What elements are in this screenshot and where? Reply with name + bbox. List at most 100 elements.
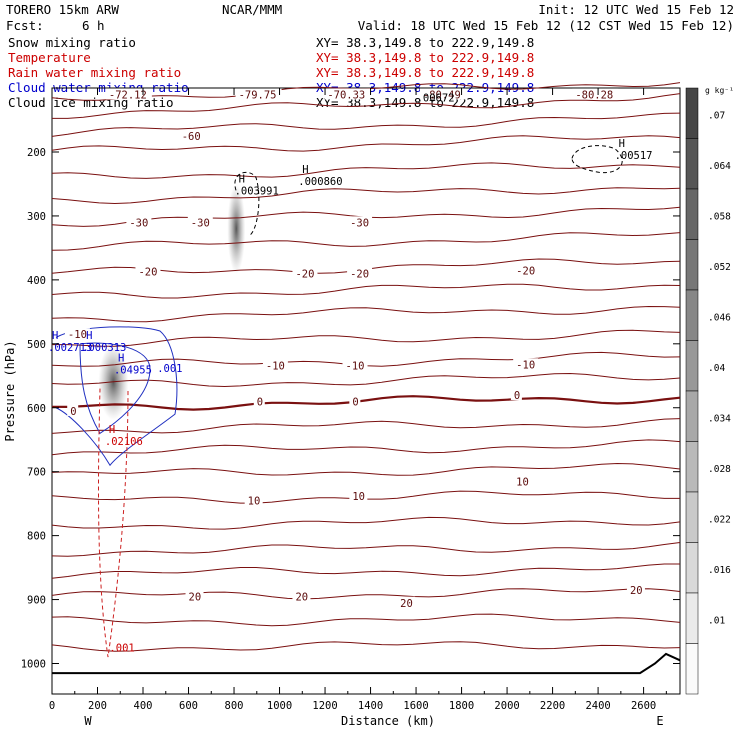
label-mask — [572, 88, 619, 100]
high-marker: H — [619, 138, 625, 150]
y-axis-label: Pressure (hPa) — [3, 340, 17, 441]
isotherm — [51, 135, 681, 152]
extremum-value: .00672 — [417, 93, 455, 105]
plot-frame — [51, 87, 681, 695]
x-tick-label: 400 — [134, 700, 153, 712]
isotherm — [52, 93, 681, 119]
colorbar-cell — [685, 491, 699, 543]
label-mask — [185, 590, 204, 602]
colorbar-label: .064 — [708, 161, 731, 172]
colorbar-label: .034 — [708, 413, 731, 424]
snow-shading — [98, 183, 246, 421]
y-tick-label: 800 — [27, 531, 46, 543]
label-mask — [513, 358, 539, 370]
x-tick-label: 2000 — [494, 700, 519, 712]
colorbar-label: .058 — [708, 211, 731, 222]
colorbar-cell — [685, 340, 699, 392]
label-mask — [187, 216, 213, 228]
colorbar-label: .016 — [708, 565, 731, 576]
label-mask — [292, 267, 318, 279]
x-tick-label: 2400 — [585, 700, 610, 712]
extremum-value: .04955 — [114, 364, 152, 376]
y-tick-label: 500 — [27, 339, 46, 351]
isotherm-label: -20 — [138, 267, 157, 279]
field-name: Snow mixing ratio — [8, 35, 136, 50]
x-tick-label: 1600 — [403, 700, 428, 712]
high-marker: H — [86, 330, 92, 342]
y-tick-label: 700 — [27, 467, 46, 479]
y-tick-label: 600 — [27, 403, 46, 415]
field-xy: XY= 38.3,149.8 to 222.9,149.8 — [316, 35, 534, 50]
axes: 0 200 400 600 800 1000 1200 1400 1600 1800 2000 220… — [21, 88, 680, 712]
y-tick-label: 1000 — [21, 659, 46, 671]
isotherm-label: -10 — [68, 329, 87, 341]
isotherm — [51, 372, 681, 388]
isotherm — [51, 187, 681, 205]
label-mask — [349, 395, 361, 407]
isotherm — [51, 112, 681, 137]
colorbar-cell — [685, 643, 699, 695]
label-mask — [64, 328, 90, 340]
isotherm-label: 20 — [630, 585, 643, 597]
x-tick-label: 600 — [179, 700, 198, 712]
colorbar-cell — [685, 188, 699, 240]
isotherm-label: -20 — [350, 268, 369, 280]
label-mask — [292, 590, 311, 602]
colorbar-cell — [685, 390, 699, 442]
isotherm — [51, 563, 680, 579]
extremum-value: .003991 — [235, 185, 279, 197]
model-title: TORERO 15km ARW — [6, 2, 119, 17]
high-marker: H — [109, 424, 115, 436]
x-tick-label: 2600 — [631, 700, 656, 712]
label-mask — [513, 475, 532, 487]
field-name: Temperature — [8, 50, 91, 65]
isotherm-label: -20 — [295, 268, 314, 280]
high-marker: H — [52, 330, 58, 342]
isotherm — [51, 305, 681, 323]
isotherm-label: -60 — [182, 131, 201, 143]
colorbar-cell — [685, 239, 699, 291]
colorbar-label: .04 — [708, 363, 725, 374]
isotherm-label: -10 — [266, 361, 285, 373]
field-xy: XY= 38.3,149.8 to 222.9,149.8 — [316, 50, 534, 65]
y-tick-label: 400 — [27, 275, 46, 287]
label-mask — [126, 216, 152, 228]
colorbar-unit: g kg⁻¹ — [705, 86, 734, 95]
isotherm-label: -72.12 — [109, 89, 147, 101]
label-mask — [513, 264, 539, 276]
terrain-line — [52, 652, 681, 675]
isotherm-label: -10 — [516, 359, 535, 371]
label-mask — [419, 88, 466, 100]
label-mask — [262, 359, 288, 371]
extremum-value: .000313 — [82, 342, 126, 354]
x-tick-label: 800 — [225, 700, 244, 712]
isotherm-label: 10 — [352, 491, 365, 503]
isotherm — [51, 418, 681, 434]
isotherm-label: 0 — [70, 406, 76, 418]
extremum-value: .002713 — [48, 342, 92, 354]
isotherm — [51, 232, 681, 251]
label-mask — [347, 216, 373, 228]
colorbar-cell — [685, 289, 699, 341]
extremum-value: .001 — [157, 363, 182, 375]
isotherm — [52, 329, 681, 347]
colorbar-cell — [685, 87, 699, 139]
field-xy: XY= 38.3,149.8 to 222.9,149.8 — [316, 65, 534, 80]
isotherm-label: 10 — [248, 495, 261, 507]
isotherm-label: -30 — [129, 217, 148, 229]
label-mask — [510, 388, 522, 400]
extremum-value: .02106 — [105, 436, 143, 448]
valid-time: Valid: 18 UTC Wed 15 Feb 12 (12 CST Wed … — [358, 18, 734, 33]
high-marker: H — [239, 173, 245, 185]
colorbar-label: .052 — [708, 262, 731, 273]
isotherm-label: 20 — [400, 598, 413, 610]
cloud-contours — [55, 145, 623, 658]
field-name: Rain water mixing ratio — [8, 65, 181, 80]
x-tick-label: 1800 — [449, 700, 474, 712]
rain-contour — [97, 388, 129, 658]
fcst-label: Fcst: — [6, 18, 44, 33]
x-axis-label: Distance (km) — [341, 714, 435, 728]
east-endpoint: E — [656, 714, 663, 728]
label-mask — [347, 267, 373, 279]
isotherm — [51, 395, 681, 411]
